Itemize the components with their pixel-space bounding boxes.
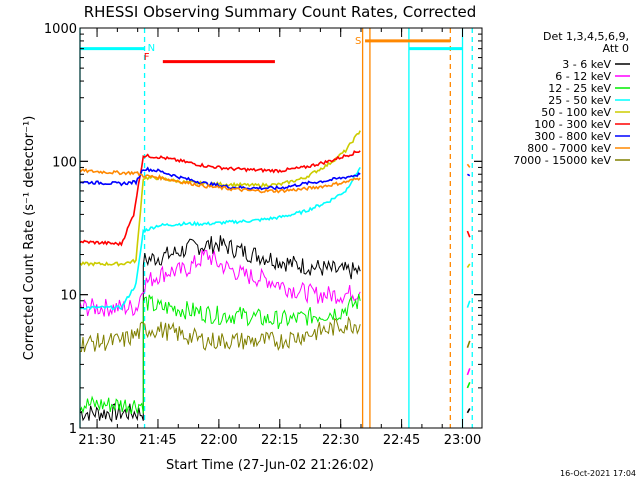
series-line-5 — [79, 150, 361, 247]
legend-label-7: 800 - 7000 keV — [527, 142, 611, 155]
axes-frame — [79, 27, 483, 429]
series-tail-2 — [466, 381, 471, 389]
legend-label-5: 100 - 300 keV — [534, 118, 611, 131]
legend-label-4: 50 - 100 keV — [541, 106, 611, 119]
series-tail-7 — [466, 163, 471, 168]
y-tick-label-0: 1 — [69, 422, 77, 437]
series-line-0 — [79, 235, 361, 423]
chart-title: RHESSI Observing Summary Count Rates, Co… — [84, 3, 477, 21]
annotation-S: S — [355, 36, 361, 47]
series-line-4 — [79, 130, 361, 267]
series-line-1 — [79, 249, 361, 317]
x-tick-label-5: 22:45 — [383, 433, 420, 448]
x-tick-label-4: 22:30 — [322, 433, 359, 448]
y-tick-label-1: 10 — [60, 289, 77, 304]
series-tail-1 — [466, 368, 471, 376]
legend-label-8: 7000 - 15000 keV — [513, 154, 611, 167]
series-tail-0 — [466, 408, 471, 414]
y-tick-label-2: 100 — [52, 155, 77, 170]
annotation-N: N — [148, 43, 155, 54]
x-tick-label-3: 22:15 — [261, 433, 298, 448]
legend-title-1: Att 0 — [603, 42, 629, 55]
series-tail-3 — [466, 300, 471, 308]
series-tail-8 — [466, 340, 471, 348]
series-tail-4 — [466, 263, 471, 268]
legend-label-1: 6 - 12 keV — [555, 70, 611, 83]
x-tick-label-2: 22:00 — [200, 433, 237, 448]
legend-label-2: 12 - 25 keV — [548, 82, 611, 95]
series-tail-5 — [466, 230, 471, 238]
axes: 1 10 100 1000 21:30 21:45 22:00 22:15 22:30 22:45… — [44, 22, 483, 448]
x-tick-label-0: 21:30 — [78, 433, 115, 448]
plot-area: NF S — [79, 28, 473, 428]
x-axis-label: Start Time (27-Jun-02 21:26:02) — [166, 458, 374, 473]
y-tick-label-3: 1000 — [44, 22, 77, 37]
footer-timestamp: 16-Oct-2021 17:04 — [560, 469, 636, 478]
legend-label-0: 3 - 6 keV — [562, 58, 611, 71]
legend-label-3: 25 - 50 keV — [548, 94, 611, 107]
annotation-F: F — [144, 52, 150, 63]
x-tick-label-6: 23:00 — [444, 433, 481, 448]
series-line-3 — [79, 166, 361, 311]
legend-title-0: Det 1,3,4,5,6,9, — [543, 30, 629, 43]
y-axis-label: Corrected Count Rate (s⁻¹ detector⁻¹) — [22, 116, 37, 361]
series-line-2 — [79, 293, 361, 415]
series-line-7 — [79, 168, 361, 194]
series-line-8 — [79, 315, 361, 353]
legend-label-6: 300 - 800 keV — [534, 130, 611, 143]
series-tail-6 — [466, 173, 471, 177]
x-tick-label-1: 21:45 — [139, 433, 176, 448]
